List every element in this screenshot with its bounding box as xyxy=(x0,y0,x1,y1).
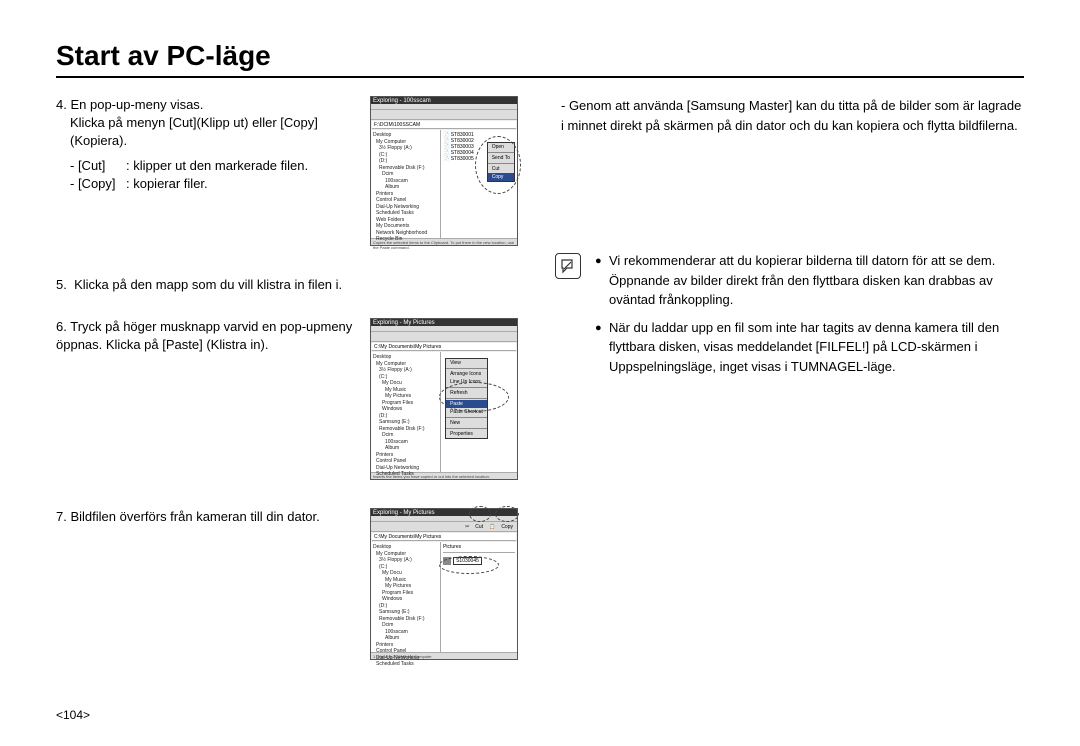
s7-address: C:\My Documents\My Pictures xyxy=(372,533,516,541)
s4-toolbar xyxy=(371,110,517,120)
step-5-text: 5. Klicka på den mapp som du vill klistr… xyxy=(56,276,342,294)
info-text-1: Vi rekommenderar att du kopierar bildern… xyxy=(609,251,1024,310)
s7-pane-label: Pictures xyxy=(443,544,515,553)
right-column: - Genom att använda [Samsung Master] kan… xyxy=(555,96,1024,682)
s4-titlebar: Exploring - 100sscam xyxy=(371,97,517,104)
cut-desc: : klipper ut den markerade filen. xyxy=(126,157,308,175)
s7-tb-copy: Copy xyxy=(501,524,513,530)
s4-content: 📄 ST830001📄 ST830002📄 ST830003📄 ST830004… xyxy=(441,130,517,238)
ctx-open: Open xyxy=(488,143,514,151)
step-4-line1: En pop-up-meny visas. xyxy=(70,97,203,112)
ctx-shortcut: Paste Shortcut xyxy=(446,408,487,416)
s4-context-menu: Open Send To Cut Copy xyxy=(487,142,515,182)
step-5: 5. Klicka på den mapp som du vill klistr… xyxy=(56,276,525,294)
step-4: 4. En pop-up-meny visas. Klicka på menyn… xyxy=(56,96,525,246)
s6-titlebar: Exploring - My Pictures xyxy=(371,319,517,326)
cut-tag: - [Cut] xyxy=(70,157,126,175)
ctx-new: New xyxy=(446,419,487,427)
ctx-paste: Paste xyxy=(446,400,487,408)
step-4-text: 4. En pop-up-meny visas. Klicka på menyn… xyxy=(56,96,356,193)
info-box: ● Vi rekommenderar att du kopierar bilde… xyxy=(555,251,1024,384)
step-6-text: 6. Tryck på höger musknapp varvid en pop… xyxy=(56,318,356,354)
step-7-num: 7. xyxy=(56,509,67,524)
step-4-copy: - [Copy] : kopierar filer. xyxy=(70,175,356,193)
ctx-refresh: Refresh xyxy=(446,389,487,397)
s7-status: 1 object(s) 2.25MB My Computer xyxy=(371,652,517,659)
screenshot-7: Exploring - My Pictures ✂Cut 📋Copy C:\My… xyxy=(370,508,518,660)
s6-address: C:\My Documents\My Pictures xyxy=(372,343,516,351)
s7-file: S1030045 xyxy=(453,557,482,565)
page-title: Start av PC-läge xyxy=(56,40,1024,72)
step-7-text: 7. Bildfilen överförs från kameran till … xyxy=(56,508,356,526)
s6-toolbar xyxy=(371,332,517,342)
s4-address: F:\DCIM\100SSCAM xyxy=(372,121,516,129)
columns: 4. En pop-up-meny visas. Klicka på menyn… xyxy=(56,96,1024,682)
ctx-send: Send To xyxy=(488,154,514,162)
file-icon xyxy=(443,557,451,565)
copy-desc: : kopierar filer. xyxy=(126,175,208,193)
s7-toolbar: ✂Cut 📋Copy xyxy=(371,522,517,532)
s6-context-menu: View Arrange Icons Line Up Icons Refresh… xyxy=(445,358,488,439)
info-item-2: ● När du laddar upp en fil som inte har … xyxy=(595,318,1024,377)
step-7: 7. Bildfilen överförs från kameran till … xyxy=(56,508,525,660)
step-4-cut: - [Cut] : klipper ut den markerade filen… xyxy=(70,157,356,175)
step-4-line2: Klicka på menyn [Cut](Klipp ut) eller [C… xyxy=(70,114,356,150)
bullet-icon: ● xyxy=(595,318,609,377)
step-4-num: 4. xyxy=(56,97,67,112)
ctx-copy: Copy xyxy=(488,173,514,181)
page-number: <104> xyxy=(56,708,90,722)
step-5-num: 5. xyxy=(56,277,67,292)
s4-status: Copies the selected items to the Clipboa… xyxy=(371,238,517,245)
step-6-body: Tryck på höger musknapp varvid en pop-up… xyxy=(56,319,352,352)
step-7-body: Bildfilen överförs från kameran till din… xyxy=(70,509,319,524)
right-para: - Genom att använda [Samsung Master] kan… xyxy=(555,96,1024,135)
step-6: 6. Tryck på höger musknapp varvid en pop… xyxy=(56,318,525,480)
s7-tree: DesktopMy Computer3½ Floppy (A:)(C:)My D… xyxy=(371,542,441,652)
copy-tag: - [Copy] xyxy=(70,175,126,193)
info-text-2: När du laddar upp en fil som inte har ta… xyxy=(609,318,1024,377)
info-list: ● Vi rekommenderar att du kopierar bilde… xyxy=(595,251,1024,384)
screenshot-6: Exploring - My Pictures C:\My Documents\… xyxy=(370,318,518,480)
s6-content: View Arrange Icons Line Up Icons Refresh… xyxy=(441,352,517,472)
page: Start av PC-läge 4. En pop-up-meny visas… xyxy=(0,0,1080,746)
bullet-icon: ● xyxy=(595,251,609,310)
note-icon xyxy=(555,253,581,279)
ctx-arrange: Arrange Icons xyxy=(446,370,487,378)
s7-titlebar: Exploring - My Pictures xyxy=(371,509,517,516)
ctx-lineup: Line Up Icons xyxy=(446,378,487,386)
step-6-num: 6. xyxy=(56,319,67,334)
ctx-view: View xyxy=(446,359,487,367)
s6-status: Inserts the items you have copied or cut… xyxy=(371,472,517,479)
ctx-props: Properties xyxy=(446,430,487,438)
screenshot-4: Exploring - 100sscam F:\DCIM\100SSCAM De… xyxy=(370,96,518,246)
s7-content: Pictures S1030045 xyxy=(441,542,517,652)
left-column: 4. En pop-up-meny visas. Klicka på menyn… xyxy=(56,96,525,682)
title-rule xyxy=(56,76,1024,78)
info-item-1: ● Vi rekommenderar att du kopierar bilde… xyxy=(595,251,1024,310)
ctx-cut: Cut xyxy=(488,165,514,173)
s7-tb-cut: Cut xyxy=(475,524,483,530)
step-5-body: Klicka på den mapp som du vill klistra i… xyxy=(74,277,342,292)
s6-tree: DesktopMy Computer3½ Floppy (A:)(C:)My D… xyxy=(371,352,441,472)
s4-tree: DesktopMy Computer3½ Floppy (A:)(C:)(D:)… xyxy=(371,130,441,238)
